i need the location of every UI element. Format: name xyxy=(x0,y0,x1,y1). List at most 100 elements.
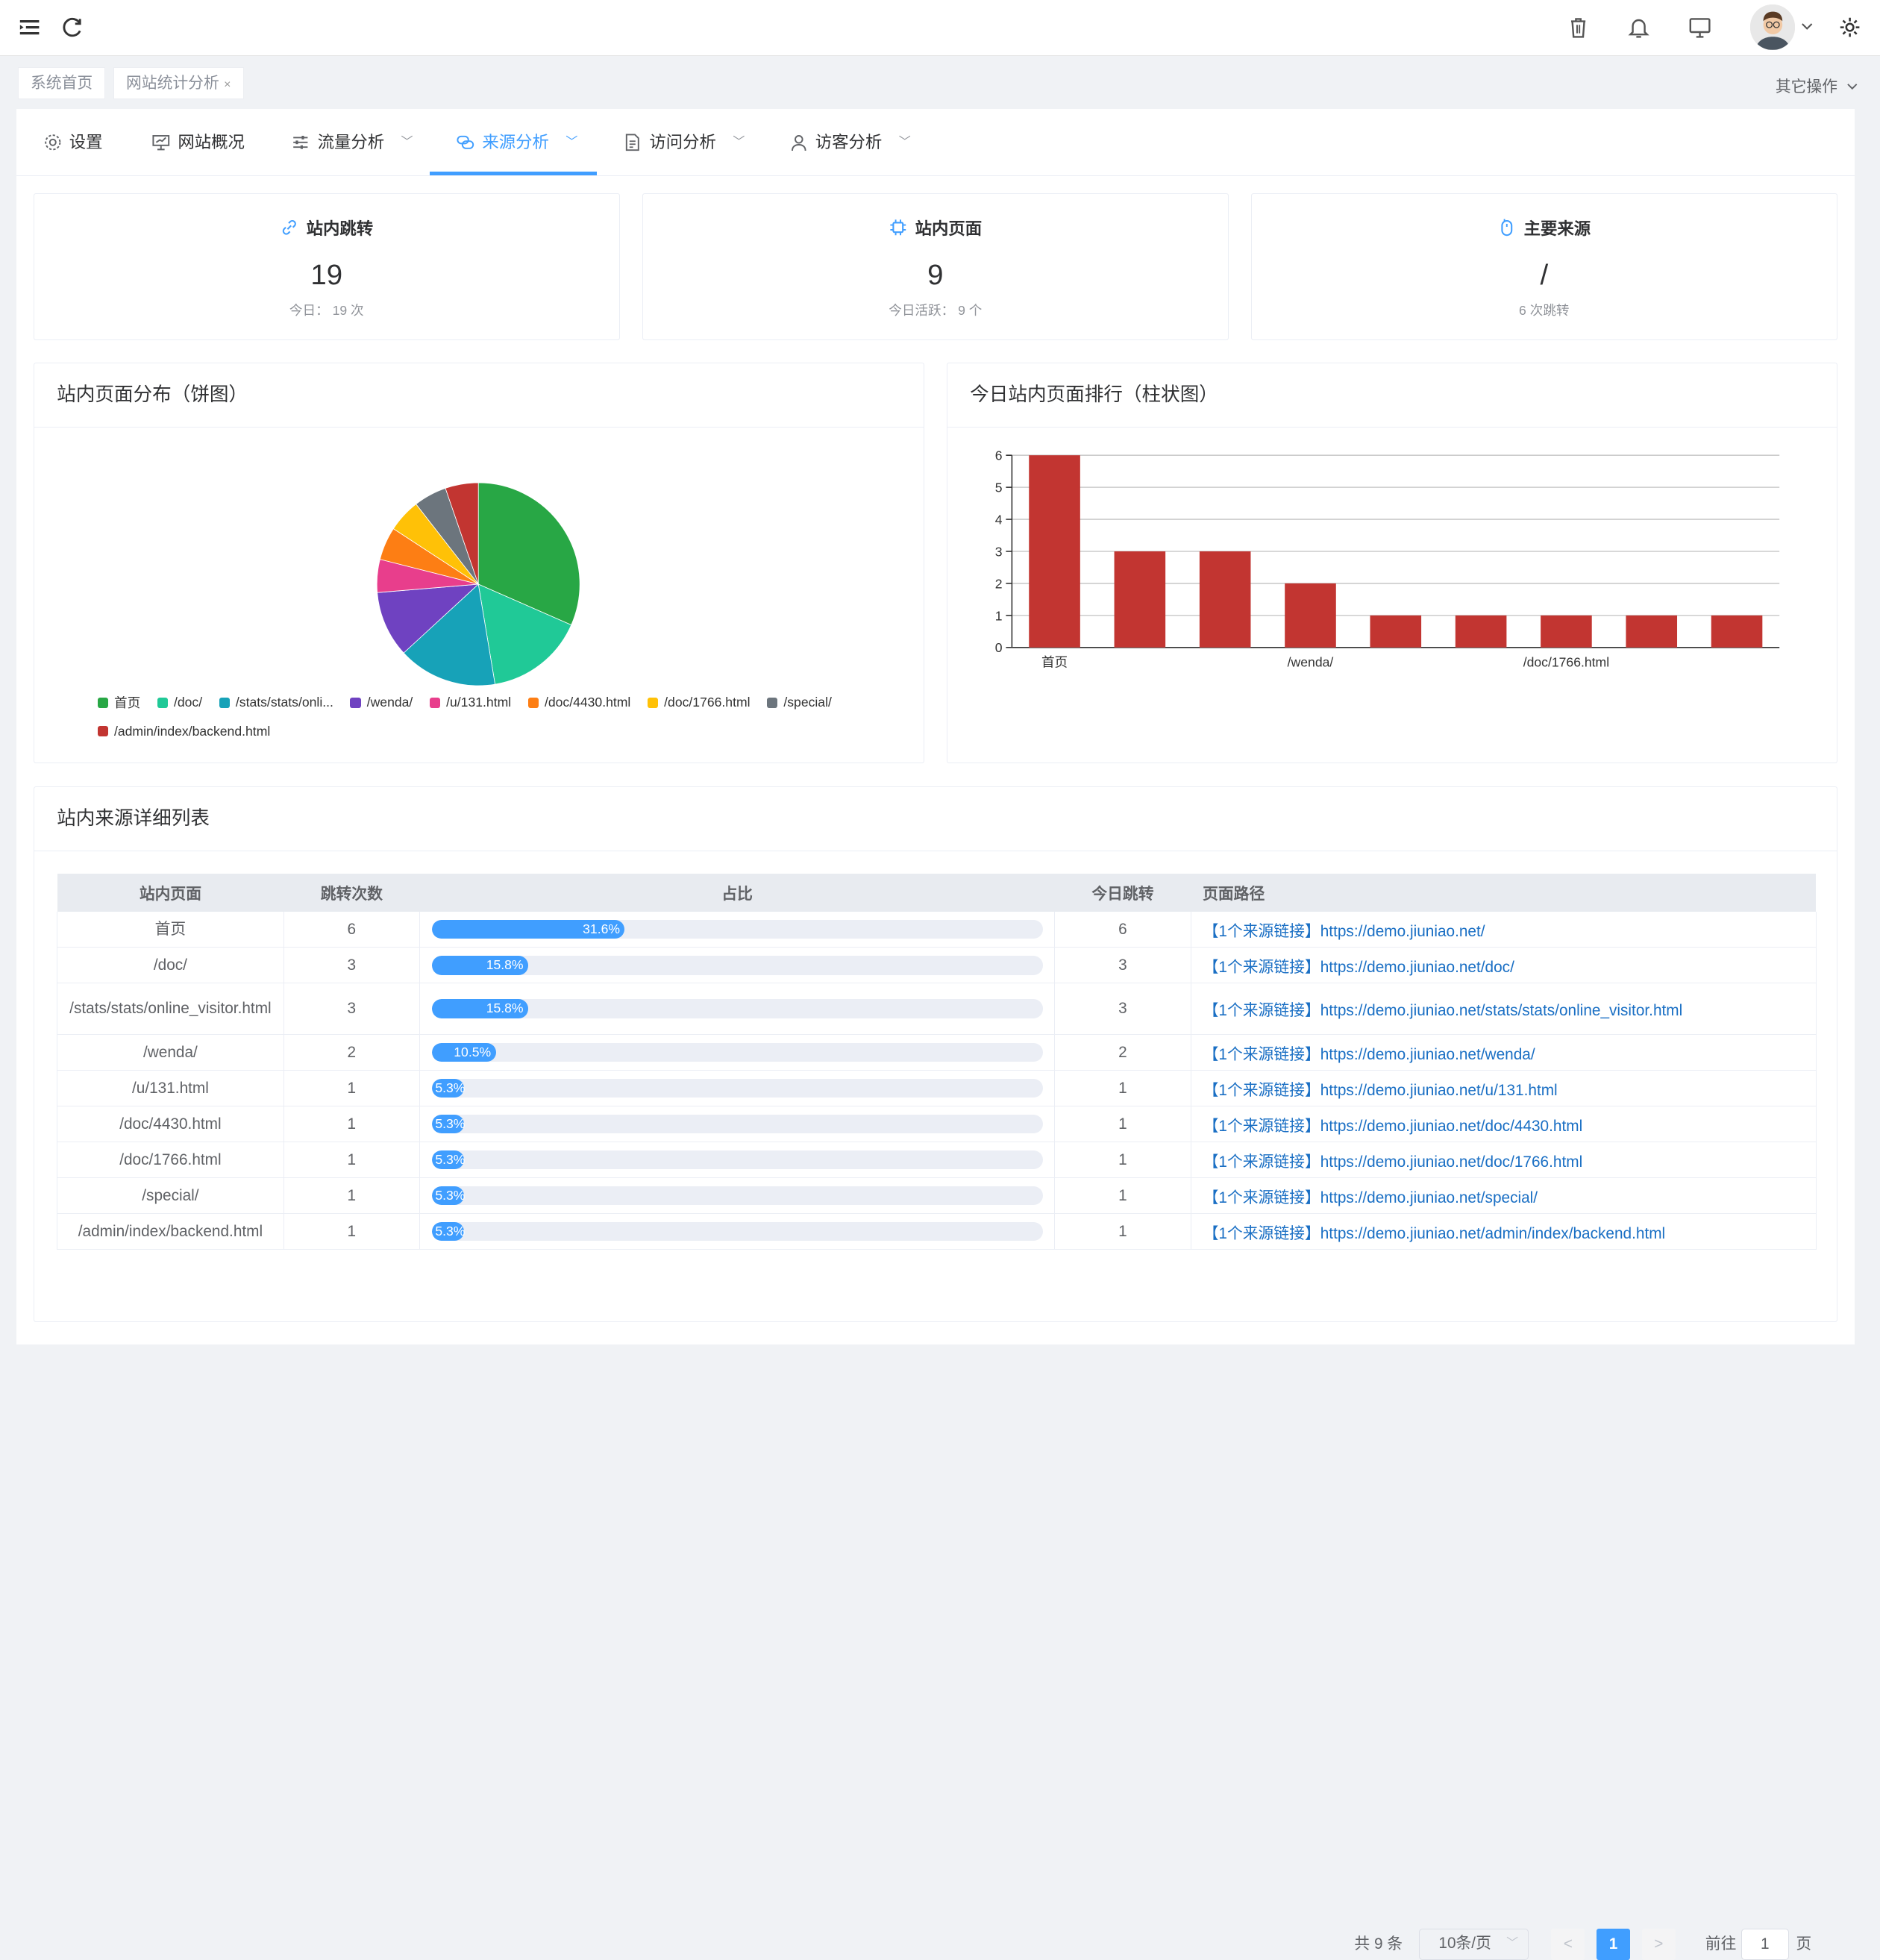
chevron-down-icon[interactable] xyxy=(1799,18,1815,34)
legend-item[interactable]: /u/131.html xyxy=(429,689,512,717)
detail-table-title: 站内来源详细列表 xyxy=(34,787,1837,852)
bar-chart-title: 今日站内页面排行（柱状图） xyxy=(947,363,1837,428)
legend-swatch xyxy=(97,725,108,737)
y-tick-label: 0 xyxy=(995,641,1003,656)
tag-home[interactable]: 系统首页 xyxy=(18,66,106,100)
legend-swatch xyxy=(219,697,230,708)
detail-table-card: 站内来源详细列表 站内页面 跳转次数 占比 今日跳转 页面路径 首页 6 31.6%… xyxy=(33,786,1837,1960)
legend-item[interactable]: /doc/4430.html xyxy=(527,689,631,717)
mouse-icon xyxy=(1501,219,1513,236)
bar[interactable] xyxy=(1455,616,1507,648)
table-header-row: 站内页面 跳转次数 占比 今日跳转 页面路径 xyxy=(57,873,1817,912)
ratio-progress-fill xyxy=(431,1114,464,1134)
today-cell: 1 xyxy=(1054,1213,1191,1250)
legend-item[interactable]: 首页 xyxy=(97,689,140,717)
trash-icon[interactable] xyxy=(1565,14,1591,40)
legend-item[interactable]: /admin/index/backend.html xyxy=(97,717,270,745)
refresh-icon[interactable] xyxy=(60,14,86,40)
legend-item[interactable]: /special/ xyxy=(766,689,832,717)
page-number-current[interactable]: 1 xyxy=(1597,1928,1630,1960)
legend-label: /doc/4430.html xyxy=(544,695,631,710)
tab-visits[interactable]: 访问分析 ﹀ xyxy=(623,109,745,176)
gear-icon[interactable] xyxy=(1837,14,1863,40)
tab-visits-label: 访问分析 xyxy=(649,132,716,151)
ratio-progress-fill xyxy=(431,1186,464,1206)
source-link[interactable]: 【1个来源链接】https://demo.jiuniao.net/doc/443… xyxy=(1191,1106,1817,1143)
bar[interactable] xyxy=(1540,616,1592,648)
bar[interactable] xyxy=(1114,551,1165,648)
today-cell: 1 xyxy=(1054,1142,1191,1179)
ratio-progress-fill xyxy=(431,955,528,975)
ratio-progress-fill xyxy=(431,1078,464,1098)
today-cell: 6 xyxy=(1054,911,1191,948)
page-cell: /doc/1766.html xyxy=(57,1142,284,1179)
tag-close-icon[interactable]: × xyxy=(224,78,231,91)
legend-item[interactable]: /wenda/ xyxy=(350,689,413,717)
legend-item[interactable]: /doc/1766.html xyxy=(647,689,751,717)
pie-slice[interactable] xyxy=(477,482,580,626)
pie-slice[interactable] xyxy=(377,583,480,654)
legend-label: /u/131.html xyxy=(446,695,512,710)
legend-item[interactable]: /stats/stats/onli... xyxy=(219,689,333,717)
tab-overview[interactable]: 网站概况 xyxy=(151,109,245,176)
source-link[interactable]: 【1个来源链接】https://demo.jiuniao.net/wenda/ xyxy=(1191,1034,1817,1071)
bar[interactable] xyxy=(1370,616,1421,648)
ratio-progress-fill xyxy=(431,1150,464,1170)
count-cell: 3 xyxy=(283,947,421,984)
legend-swatch xyxy=(647,697,659,708)
chat-icon xyxy=(457,135,474,149)
legend-swatch xyxy=(527,697,539,708)
table-row: /u/131.html 1 5.3% 1 【1个来源链接】https://demo.ji… xyxy=(57,1070,1817,1107)
source-link[interactable]: 【1个来源链接】https://demo.jiuniao.net/doc/176… xyxy=(1191,1142,1817,1179)
bar[interactable] xyxy=(1626,616,1677,648)
ratio-cell: 5.3% xyxy=(419,1213,1056,1250)
ratio-cell: 10.5% xyxy=(419,1034,1056,1071)
source-link[interactable]: 【1个来源链接】https://demo.jiuniao.net/u/131.h… xyxy=(1191,1070,1817,1107)
pie-slice[interactable] xyxy=(477,583,572,685)
legend-label: /doc/1766.html xyxy=(664,695,751,710)
source-link[interactable]: 【1个来源链接】https://demo.jiuniao.net/special… xyxy=(1191,1177,1817,1215)
top-bar xyxy=(0,0,1880,56)
main-content: 设置 网站概况 流量分析 ﹀ 来源分析 ﹀ 访问分析 ﹀ 访客分析 ﹀ xyxy=(16,108,1855,1960)
pie-slice[interactable] xyxy=(403,583,495,686)
source-link[interactable]: 【1个来源链接】https://demo.jiuniao.net/doc/ xyxy=(1191,947,1817,984)
ratio-progress-label: 5.3% xyxy=(435,1080,466,1095)
goto-page-input[interactable] xyxy=(1740,1928,1789,1960)
page-cell: /doc/ xyxy=(57,947,284,984)
bar[interactable] xyxy=(1284,583,1336,648)
next-page-button[interactable]: > xyxy=(1641,1928,1676,1960)
pagination-total: 共 9 条 xyxy=(1354,1935,1403,1953)
tab-visitors[interactable]: 访客分析 ﹀ xyxy=(789,109,911,176)
ratio-progress-fill xyxy=(431,1221,464,1242)
table-row: /admin/index/backend.html 1 5.3% 1 【1个来源链接】h… xyxy=(57,1213,1817,1250)
bar[interactable] xyxy=(1711,616,1763,648)
source-link[interactable]: 【1个来源链接】https://demo.jiuniao.net/admin/i… xyxy=(1191,1213,1817,1250)
pie-slice[interactable] xyxy=(445,482,479,585)
bar[interactable] xyxy=(1029,455,1080,648)
menu-fold-icon[interactable] xyxy=(16,14,43,40)
bar[interactable] xyxy=(1199,551,1251,648)
legend-item[interactable]: /doc/ xyxy=(157,689,202,717)
tab-source[interactable]: 来源分析 ﹀ xyxy=(456,109,577,176)
monitor-icon[interactable] xyxy=(1687,14,1713,40)
chevron-down-icon xyxy=(1846,84,1857,90)
prev-page-button[interactable]: < xyxy=(1551,1928,1585,1960)
pie-chart xyxy=(376,482,580,686)
avatar[interactable] xyxy=(1749,4,1796,51)
count-cell: 6 xyxy=(283,911,421,948)
bell-icon[interactable] xyxy=(1626,14,1652,40)
tag-current[interactable]: 网站统计分析 × xyxy=(113,66,244,100)
table-row: /doc/1766.html 1 5.3% 1 【1个来源链接】https://demo… xyxy=(57,1142,1817,1179)
sliders-icon xyxy=(293,135,308,149)
page-size-select[interactable]: 10条/页 ﹀ xyxy=(1418,1928,1529,1960)
other-operations-dropdown[interactable]: 其它操作 xyxy=(1776,74,1858,96)
analysis-tabs: 设置 网站概况 流量分析 ﹀ 来源分析 ﹀ 访问分析 ﹀ 访客分析 ﹀ xyxy=(16,109,1855,177)
ratio-progress-label: 15.8% xyxy=(486,956,524,972)
source-link[interactable]: 【1个来源链接】https://demo.jiuniao.net/stats/s… xyxy=(1191,983,1817,1036)
chevron-down-icon: ﹀ xyxy=(565,135,578,148)
source-link[interactable]: 【1个来源链接】https://demo.jiuniao.net/ xyxy=(1191,911,1817,948)
tab-traffic[interactable]: 流量分析 ﹀ xyxy=(291,109,413,176)
tab-settings[interactable]: 设置 xyxy=(43,109,103,176)
page-cell: /u/131.html xyxy=(57,1070,284,1107)
page-cell: /admin/index/backend.html xyxy=(57,1213,284,1250)
